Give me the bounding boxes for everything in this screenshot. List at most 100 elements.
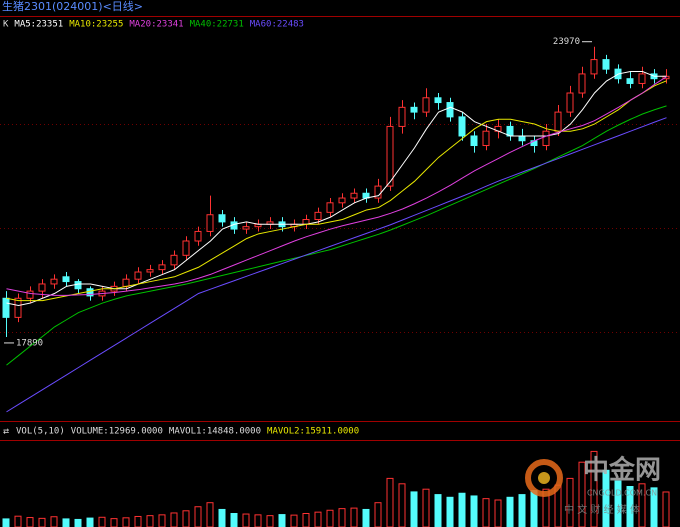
legend-entry: MA40:22731 xyxy=(190,20,244,30)
candle-body xyxy=(446,102,454,118)
volume-bar xyxy=(350,507,358,527)
chart-title: 生猪2301(024001)<日线> xyxy=(2,0,143,13)
volume-bar xyxy=(362,508,370,527)
watermark-site: CNGOLD.COM.CN xyxy=(587,489,657,498)
volume-bar xyxy=(434,494,442,527)
candle-body xyxy=(158,264,166,271)
volume-bar xyxy=(458,492,466,527)
candle-body xyxy=(434,97,442,104)
ma-line xyxy=(6,80,667,302)
volume-bar xyxy=(650,487,658,527)
volume-bar xyxy=(314,511,322,527)
candle-body xyxy=(626,78,634,84)
annotation: 23970 xyxy=(553,37,580,47)
candle-body xyxy=(398,106,406,127)
volume-bar xyxy=(218,508,226,527)
legend-entry: MA10:23255 xyxy=(69,20,123,30)
ma-line xyxy=(6,105,667,366)
volume-bar xyxy=(482,498,490,527)
volume-bar xyxy=(26,517,34,527)
volume-bar xyxy=(398,483,406,527)
volume-bar xyxy=(158,514,166,527)
candle-body xyxy=(182,240,190,256)
volume-bar xyxy=(290,514,298,527)
volume-bar xyxy=(206,502,214,527)
candle-body xyxy=(542,130,550,147)
candle-body xyxy=(482,130,490,147)
candle-body xyxy=(422,97,430,113)
volume-bar xyxy=(578,461,586,527)
candle-body xyxy=(578,73,586,94)
watermark-logo: 中金网 xyxy=(583,455,661,486)
candle-body xyxy=(458,116,466,137)
candle-body xyxy=(218,214,226,223)
candle-body xyxy=(410,106,418,113)
volume-bar xyxy=(74,518,82,527)
annotation: 17890 xyxy=(16,338,43,348)
candle-body xyxy=(338,197,346,204)
candle-body xyxy=(122,278,130,287)
candle-body xyxy=(590,59,598,75)
candle-body xyxy=(38,283,46,292)
candle-body xyxy=(170,254,178,266)
volume-bar xyxy=(242,513,250,527)
volume-bar xyxy=(50,516,58,527)
volume-bar xyxy=(170,512,178,527)
candle-body xyxy=(242,226,250,230)
volume-bar xyxy=(194,506,202,527)
candle-body xyxy=(206,214,214,232)
volume-bar xyxy=(182,510,190,527)
volume-bar xyxy=(122,517,130,527)
candle-body xyxy=(314,211,322,221)
volume-bar xyxy=(614,480,622,527)
volume-bar xyxy=(254,514,262,527)
volume-bar xyxy=(530,490,538,527)
candle-body xyxy=(554,111,562,132)
volume-legend: MAVOL1:14848.0000 xyxy=(169,427,261,437)
candle-body xyxy=(50,278,58,285)
candle-body xyxy=(326,202,334,213)
volume-bar xyxy=(14,515,22,527)
candle-body xyxy=(62,276,70,283)
candle-body xyxy=(134,271,142,280)
candle-body xyxy=(194,230,202,242)
volume-bar xyxy=(86,517,94,527)
volume-bar xyxy=(134,515,142,527)
volume-bar xyxy=(230,513,238,527)
volume-bar xyxy=(98,516,106,527)
volume-bar xyxy=(386,477,394,527)
watermark: 中金网 CNGOLD.COM.CN 中 文 财 经 媒 体 xyxy=(525,455,661,516)
logo-dot xyxy=(538,472,550,484)
candle-body xyxy=(26,290,34,299)
swap-icon[interactable]: ⇄ xyxy=(3,426,9,437)
volume-bar xyxy=(662,491,670,527)
volume-bar xyxy=(326,509,334,527)
volume-bar xyxy=(278,514,286,527)
volume-bar xyxy=(566,477,574,527)
candle-body xyxy=(518,135,526,142)
volume-bar xyxy=(266,515,274,527)
candle-body xyxy=(638,73,646,84)
volume-bar xyxy=(374,502,382,527)
volume-bar xyxy=(422,488,430,527)
volume-bar xyxy=(62,518,70,527)
volume-bar xyxy=(494,499,502,527)
ma-line xyxy=(6,117,667,413)
volume-bar xyxy=(470,495,478,527)
candle-body xyxy=(386,125,394,187)
volume-bar xyxy=(146,515,154,527)
volume-bar xyxy=(410,491,418,527)
volume-bar xyxy=(38,517,46,527)
volume-bar xyxy=(506,496,514,527)
candle-body xyxy=(2,297,10,318)
logo-ring xyxy=(525,459,563,497)
volume-bar xyxy=(302,513,310,527)
candle-body xyxy=(566,92,574,113)
volume-bar xyxy=(542,488,550,527)
volume-bar xyxy=(518,494,526,527)
volume-bar xyxy=(2,518,10,527)
volume-bar xyxy=(446,496,454,527)
volume-legend: VOLUME:12969.0000 xyxy=(71,427,163,437)
